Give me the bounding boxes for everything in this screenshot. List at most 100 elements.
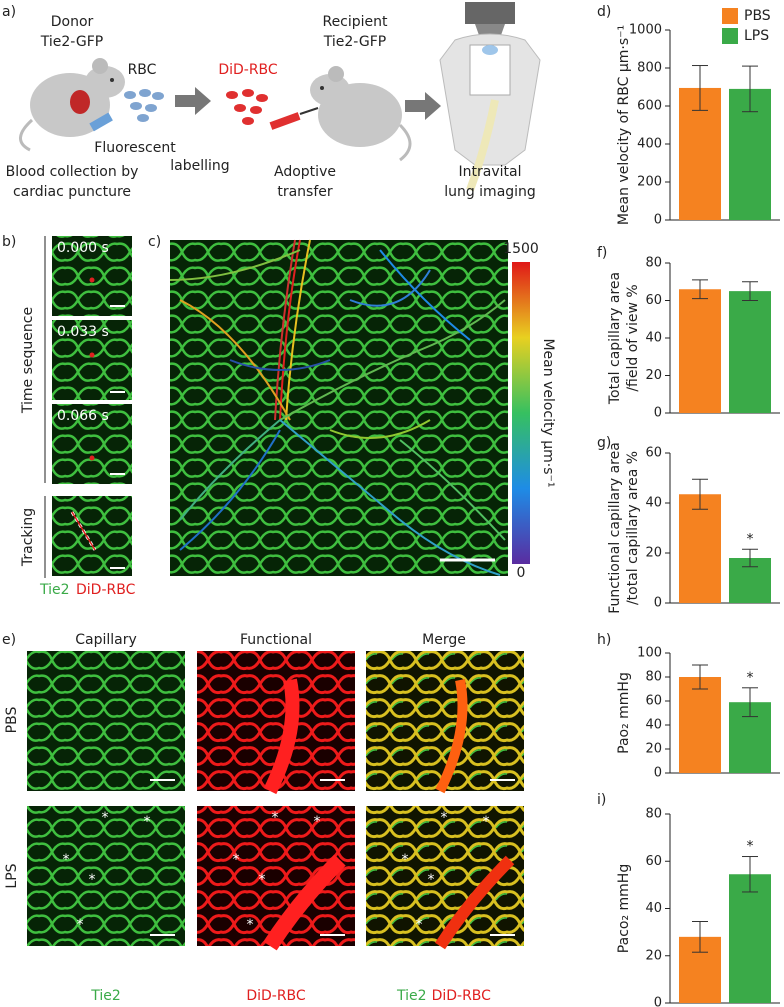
y-tick-label: 20 (645, 948, 662, 963)
y-tick-label: 600 (637, 99, 662, 114)
syringe (269, 107, 319, 130)
y-tick-label: 20 (645, 546, 662, 561)
panel-label: e) (2, 632, 16, 648)
label: Tie2-GFP (40, 34, 103, 50)
stain-label: Tie2 (39, 582, 70, 598)
y-axis-label: Pao₂ mmHg (616, 672, 632, 754)
marker-group: * * * * * * * * * * * * * * * (63, 810, 490, 933)
velocity-map (169, 239, 530, 576)
label: Intravital (459, 164, 522, 180)
y-tick-label: 20 (645, 368, 662, 383)
y-tick-label: 1000 (629, 23, 662, 38)
y-tick-label: 40 (645, 718, 662, 733)
panel-label: i) (597, 792, 606, 808)
y-tick-label: 20 (645, 742, 662, 757)
y-axis-label: Total capillary area (607, 272, 623, 405)
stain-label: DiD-RBC (76, 582, 136, 598)
significance-marker: * (441, 810, 448, 826)
label: DiD-RBC (218, 62, 278, 78)
legend-swatch (722, 8, 738, 24)
micrographs (27, 651, 524, 951)
bar (729, 874, 771, 1003)
significance-marker: * (233, 852, 240, 868)
stain-label: Tie2 DiD-RBC (396, 988, 491, 1004)
bar-charts: d)Mean velocity of RBC μm·s⁻¹ 02004006008… (597, 4, 780, 1007)
significance-marker: * (402, 852, 409, 868)
significance-marker: * (144, 814, 151, 830)
panel-label: h) (597, 632, 611, 648)
bar (679, 677, 721, 773)
significance-marker: * (63, 852, 70, 868)
significance-marker: * (747, 670, 754, 686)
stain-row: Tie2 DiD-RBC Tie2 DiD-RBC (90, 988, 491, 1004)
rbc-cells (124, 89, 164, 122)
y-tick-label: 60 (645, 293, 662, 308)
bar (679, 494, 721, 603)
time-label: 0.066 s (57, 408, 109, 424)
legend-swatch (722, 28, 738, 44)
mouse-illustration (19, 58, 125, 152)
panel-label: a) (2, 4, 16, 20)
significance-marker: * (247, 917, 254, 933)
panel-label: f) (597, 245, 607, 261)
y-tick-label: 0 (654, 596, 662, 611)
label: labelling (170, 158, 229, 174)
column-header: Merge (422, 632, 466, 648)
y-tick-label: 100 (637, 646, 662, 661)
arrow (175, 87, 211, 115)
significance-marker: * (747, 531, 754, 547)
panel-label: c) (148, 234, 161, 250)
label: Recipient (322, 14, 388, 30)
significance-marker: * (416, 917, 423, 933)
y-tick-label: 0 (654, 996, 662, 1007)
y-tick-label: 0 (654, 213, 662, 228)
significance-marker: * (259, 872, 266, 888)
y-tick-label: 40 (645, 901, 662, 916)
y-tick-label: 0 (654, 406, 662, 421)
y-tick-label: 80 (645, 670, 662, 685)
label: cardiac puncture (13, 184, 131, 200)
significance-marker: * (102, 810, 109, 826)
label: Time sequence (20, 307, 36, 414)
y-tick-label: 0 (654, 766, 662, 781)
time-label: 0.033 s (57, 324, 109, 340)
stain-word: Tie2 (396, 988, 427, 1004)
bar (679, 289, 721, 413)
significance-marker: * (428, 872, 435, 888)
y-tick-label: 80 (645, 807, 662, 822)
bar (729, 291, 771, 413)
y-axis-label: /field of view % (625, 284, 641, 391)
label: RBC (128, 62, 157, 78)
y-tick-label: 60 (645, 694, 662, 709)
panel-label: b) (2, 234, 16, 250)
significance-marker: * (314, 814, 321, 830)
y-tick-label: 200 (637, 175, 662, 190)
y-tick-label: 40 (645, 331, 662, 346)
label: Blood collection by (6, 164, 139, 180)
colorbar-min: 0 (517, 565, 526, 581)
y-axis-label: Functional capillary area (607, 442, 623, 614)
colorbar-max: 1500 (503, 241, 539, 257)
label: lung imaging (444, 184, 536, 200)
stain-label: Tie2 (90, 988, 121, 1004)
y-tick-label: 80 (645, 256, 662, 271)
label: Fluorescent (94, 140, 176, 156)
column-header: Functional (240, 632, 312, 648)
column-header: Capillary (75, 632, 137, 648)
mouse-illustration (310, 66, 412, 162)
y-axis-label: /total capillary area % (625, 451, 641, 605)
stain-word: Tie2 (90, 988, 121, 1004)
label: transfer (277, 184, 333, 200)
stain-word: DiD-RBC (432, 988, 492, 1004)
y-tick-label: 60 (645, 446, 662, 461)
y-tick-label: 800 (637, 61, 662, 76)
time-label: 0.000 s (57, 240, 109, 256)
y-tick-label: 400 (637, 137, 662, 152)
y-tick-label: 40 (645, 496, 662, 511)
arrow (405, 92, 441, 120)
did-cells (226, 89, 268, 125)
significance-marker: * (272, 810, 279, 826)
label: Tie2-GFP (323, 34, 386, 50)
label: Adoptive (274, 164, 336, 180)
